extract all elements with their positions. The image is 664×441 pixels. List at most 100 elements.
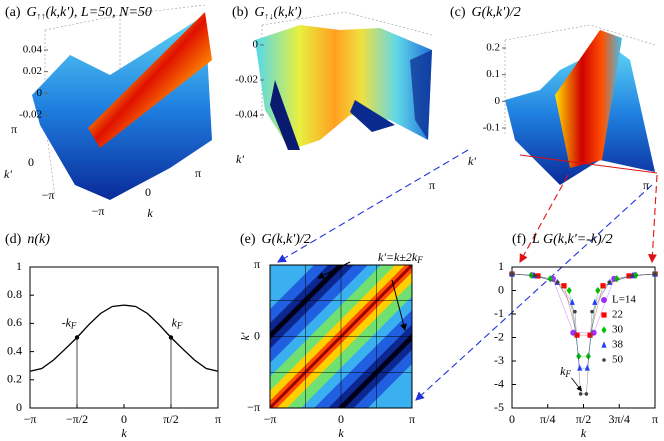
y-tick-label: 0.4: [7, 343, 22, 357]
panel-title: (b) G↑↓(k,k'): [232, 5, 302, 21]
panel-label: (a): [5, 5, 21, 20]
annotation: kF: [172, 315, 183, 330]
legend-label: 30: [612, 324, 624, 336]
annotation-text: -k: [62, 315, 72, 329]
data-point: [561, 283, 567, 289]
x-tick-label: π: [215, 412, 221, 426]
z-tick-label: -0.1: [483, 122, 500, 134]
y-tick-label: 1: [16, 259, 22, 273]
z-tick-label: -0.04: [235, 109, 258, 121]
y-axis-label: k': [238, 332, 252, 340]
legend-marker: [601, 312, 607, 318]
y-tick-label: -1: [494, 306, 504, 320]
data-point: [578, 392, 583, 396]
x-tick-label: 0: [121, 412, 127, 426]
data-point: [595, 286, 601, 295]
legend-marker: [602, 358, 606, 362]
y-axis-label: k': [4, 167, 12, 181]
y-tick-label: 1: [498, 259, 504, 273]
x-tick-label: π/4: [540, 412, 555, 426]
surface-c: [504, 24, 658, 185]
x-tick-label: π/2: [576, 412, 591, 426]
surface-b: [255, 11, 433, 150]
x-tick-label: 3π/4: [609, 412, 630, 426]
x-tick-label: 0: [338, 412, 344, 426]
legend-marker: [601, 341, 607, 348]
x-tick-label: −π: [24, 412, 37, 426]
x-axis-label: k: [338, 426, 344, 440]
y-tick-label: 0: [28, 155, 34, 169]
x-axis-label: k: [581, 426, 587, 440]
z-tick-label: 0: [495, 95, 501, 107]
annotation-sub: F: [176, 321, 183, 331]
data-point: [576, 352, 582, 360]
z-tick-label: 0.1: [486, 68, 500, 80]
legend-label: 50: [612, 354, 624, 366]
panel-label: (d): [5, 232, 22, 247]
panel-label: (f): [512, 232, 526, 247]
y-tick-label: -2: [494, 329, 504, 343]
fermi-point: [168, 335, 174, 340]
title-main: G: [27, 5, 37, 20]
z-tick-label: 0: [37, 87, 43, 99]
y-axis-label: k': [236, 152, 244, 166]
x-tick-label: π: [643, 178, 649, 192]
panel-label: (b): [232, 5, 249, 20]
z-tick-label: 0.04: [23, 44, 43, 56]
annotation-arrow: [571, 377, 582, 392]
x-tick-label: π: [195, 166, 201, 180]
y-tick-label: -3: [494, 353, 504, 367]
data-point: [614, 275, 620, 283]
legend-marker: [601, 297, 607, 303]
data-point: [626, 273, 632, 279]
x-tick-label: π/2: [163, 412, 178, 426]
legend-marker: [601, 326, 607, 334]
title-sub: ↑↓: [264, 11, 273, 21]
connectors: [277, 149, 658, 401]
annotation: k'=k±2kF: [378, 250, 423, 265]
title-rest: (k,k'): [273, 5, 302, 20]
annotation-text: k: [560, 364, 566, 378]
legend-label: 22: [612, 309, 623, 321]
y-tick-label: 0.8: [7, 287, 22, 301]
y-tick-label: 0.6: [7, 315, 22, 329]
surface-a: [32, 4, 212, 200]
fermi-point: [74, 335, 80, 340]
data-point: [574, 332, 580, 338]
data-point: [607, 280, 612, 285]
y-tick-label: −π: [42, 188, 55, 202]
data-point: [587, 332, 593, 338]
data-point: [630, 273, 634, 278]
annotation-sub: F: [416, 255, 423, 265]
x-tick-label: π: [652, 412, 658, 426]
z-tick-label: -0.02: [19, 109, 42, 121]
title-main: G(k,k')/2: [472, 5, 521, 20]
title-sub: ↑↑: [37, 11, 46, 21]
x-tick-label: −π: [264, 412, 277, 426]
x-tick-label: −π/2: [66, 412, 88, 426]
title-main: L G(k,k'=-k)/2: [531, 232, 613, 247]
data-point: [585, 352, 591, 360]
plot-frame: [511, 266, 656, 409]
y-tick-label: π: [11, 122, 17, 136]
x-tick-label: π: [429, 178, 435, 192]
data-point: [584, 392, 589, 396]
title-rest: (k,k'), L=50, N=50: [46, 5, 152, 20]
panel-title: (a) G↑↑(k,k'), L=50, N=50: [5, 5, 152, 21]
annotation-sub: F: [70, 321, 77, 331]
y-tick-label: 0: [254, 328, 260, 342]
plot-frame: [29, 266, 219, 409]
data-point: [555, 280, 560, 285]
x-tick-label: π: [409, 412, 415, 426]
y-tick-label: -5: [494, 400, 504, 414]
line: [29, 304, 219, 372]
x-tick-label: 0: [509, 412, 515, 426]
data-point: [600, 283, 606, 289]
panel-title: (e) G(k,k')/2: [240, 232, 311, 247]
z-tick-label: -0.02: [235, 74, 258, 86]
z-tick-label: 0.2: [486, 42, 500, 54]
data-point: [653, 272, 657, 276]
series-line: [511, 273, 656, 369]
